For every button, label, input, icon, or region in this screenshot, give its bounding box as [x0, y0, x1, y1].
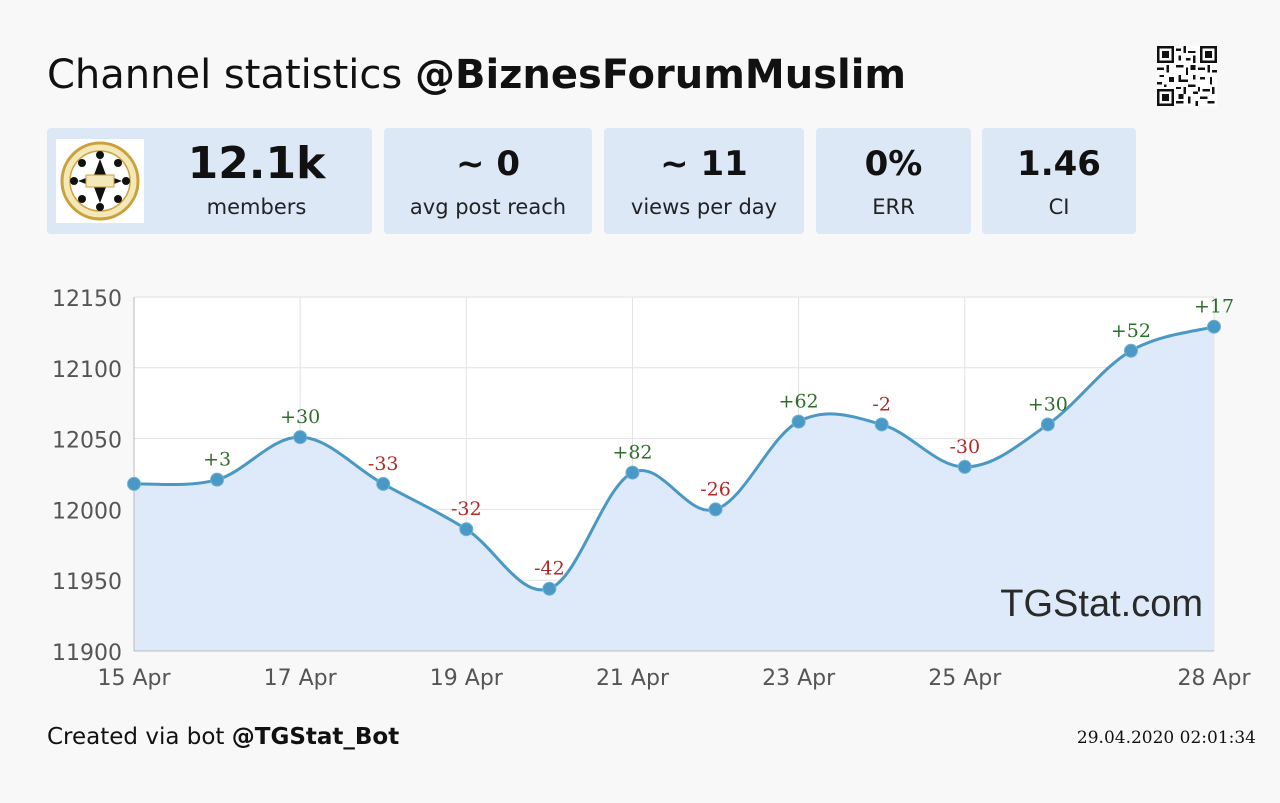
stat-card-views-per-day: ~ 11 views per day: [604, 128, 804, 234]
bot-handle[interactable]: @TGStat_Bot: [231, 724, 400, 750]
channel-handle[interactable]: @BiznesForumMuslim: [414, 52, 907, 98]
y-tick-label: 11950: [52, 570, 122, 595]
data-label: -2: [872, 393, 891, 415]
members-label: members: [206, 195, 307, 219]
data-label: +52: [1111, 320, 1151, 342]
qr-code-icon: [1157, 46, 1217, 106]
data-point[interactable]: [542, 581, 557, 596]
members-chart: 11900 11950 12000 12050 12100 12150 15 Apr 17 A…: [52, 287, 1251, 691]
channel-avatar: [56, 139, 144, 223]
data-label: -33: [368, 453, 399, 475]
chart-axes: 11900 11950 12000 12050 12100 12150 15 Apr 17 A…: [52, 287, 1251, 691]
avg-post-reach-label: avg post reach: [409, 195, 567, 219]
stats-row: 12.1k members ~ 0 avg post reach ~ 11 vi…: [0, 128, 1280, 234]
data-point[interactable]: [1207, 319, 1221, 334]
data-point[interactable]: [708, 502, 723, 517]
data-point[interactable]: [1040, 417, 1055, 432]
views-per-day-value: ~ 11: [660, 144, 748, 184]
chart-points: [127, 319, 1221, 596]
x-tick-label: 28 Apr: [1177, 666, 1251, 691]
data-label: +62: [779, 391, 819, 413]
views-per-day-label: views per day: [630, 195, 778, 219]
data-point[interactable]: [791, 414, 806, 429]
data-point[interactable]: [376, 476, 391, 491]
data-label: +30: [280, 406, 320, 428]
data-label: +30: [1028, 393, 1068, 415]
y-tick-label: 12100: [52, 358, 122, 383]
data-label: +3: [203, 449, 231, 471]
data-point[interactable]: [459, 522, 474, 537]
data-point[interactable]: [210, 472, 225, 487]
stat-card-avg-post-reach: ~ 0 avg post reach: [384, 128, 592, 234]
chart-area-fill: [134, 326, 1214, 651]
y-tick-label: 11900: [52, 641, 122, 666]
ci-value: 1.46: [1017, 144, 1101, 184]
y-tick-label: 12050: [52, 429, 122, 454]
page-title: Channel statistics @BiznesForumMuslim: [47, 50, 906, 100]
tgstat-watermark: TGStat.com: [1000, 583, 1203, 625]
data-label: -42: [534, 558, 565, 580]
stat-card-err: 0% ERR: [816, 128, 971, 234]
data-point[interactable]: [1123, 343, 1138, 358]
x-tick-label: 21 Apr: [596, 666, 670, 691]
footer-created-via: Created via bot @TGStat_Bot: [47, 722, 399, 752]
y-tick-label: 12000: [52, 499, 122, 524]
x-tick-label: 19 Apr: [430, 666, 504, 691]
data-point[interactable]: [874, 417, 889, 432]
stat-card-members: 12.1k members: [47, 128, 372, 234]
data-label: -26: [700, 478, 731, 500]
created-via-text: Created via bot: [47, 724, 225, 750]
data-point[interactable]: [625, 465, 640, 480]
data-label: -30: [949, 436, 980, 458]
x-tick-label: 25 Apr: [928, 666, 1002, 691]
chart-data-labels: +3 +30 -33 -32 -42 +82 -26 +62 -2 -30 +30 +52 +17: [203, 296, 1234, 580]
x-tick-label: 15 Apr: [97, 666, 171, 691]
y-tick-label: 12150: [52, 287, 122, 312]
data-point[interactable]: [957, 459, 972, 474]
data-point[interactable]: [127, 476, 141, 491]
x-tick-label: 23 Apr: [762, 666, 836, 691]
x-tick-label: 17 Apr: [264, 666, 338, 691]
err-value: 0%: [864, 144, 923, 184]
data-label: -32: [451, 498, 482, 520]
data-label: +82: [612, 442, 652, 464]
footer-timestamp: 29.04.2020 02:01:34: [1076, 728, 1256, 748]
data-point[interactable]: [293, 430, 308, 445]
data-label: +17: [1194, 296, 1234, 318]
err-label: ERR: [872, 195, 915, 219]
avg-post-reach-value: ~ 0: [456, 144, 520, 184]
ci-label: CI: [1048, 195, 1070, 219]
chart-series-line: [133, 325, 1215, 592]
title-prefix: Channel statistics: [47, 52, 403, 98]
members-value: 12.1k: [187, 138, 326, 189]
stat-card-ci: 1.46 CI: [982, 128, 1136, 234]
